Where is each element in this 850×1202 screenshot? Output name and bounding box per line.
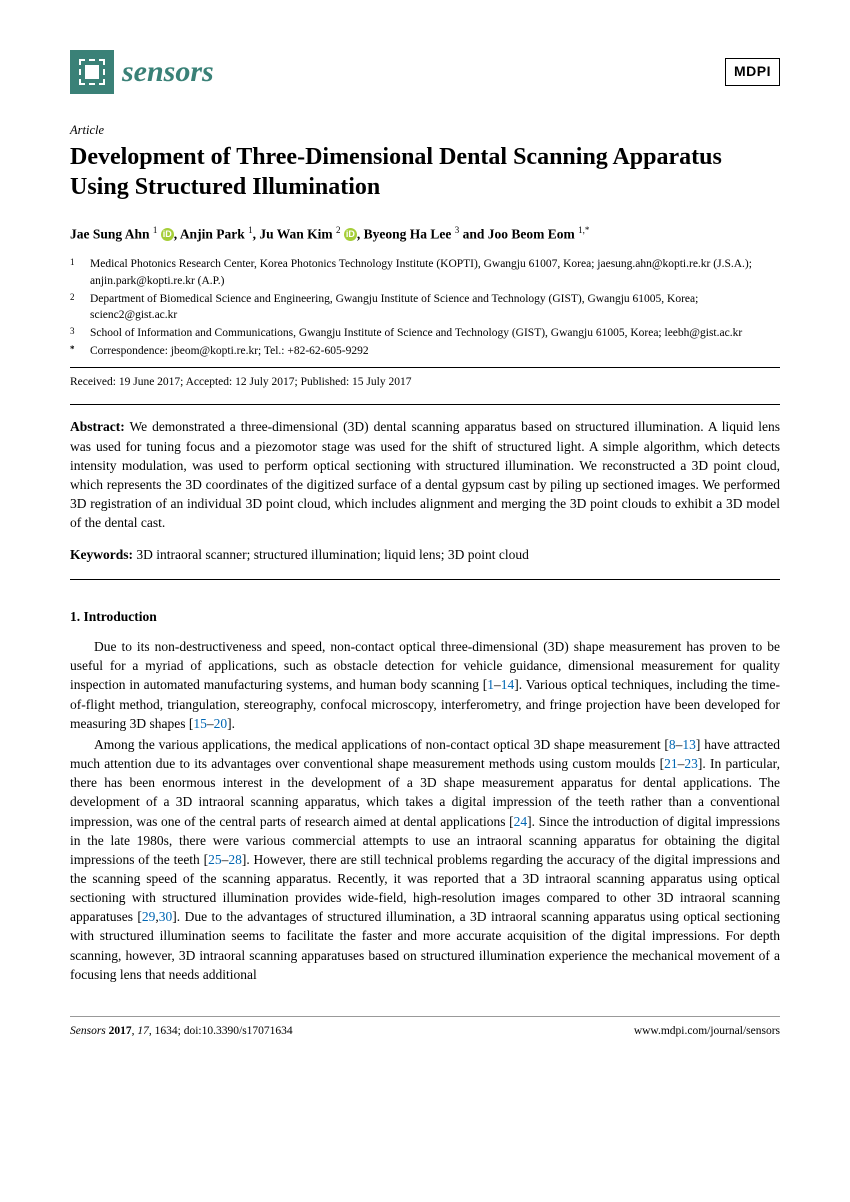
article-type: Article bbox=[70, 122, 780, 140]
footer-citation: Sensors 2017, 17, 1634; doi:10.3390/s170… bbox=[70, 1023, 293, 1039]
page: sensors MDPI Article Development of Thre… bbox=[0, 0, 850, 1079]
affiliations: 1 Medical Photonics Research Center, Kor… bbox=[70, 256, 780, 359]
abstract-label: Abstract: bbox=[70, 419, 125, 434]
citation-link[interactable]: 21 bbox=[664, 756, 678, 771]
citation-link[interactable]: 20 bbox=[214, 716, 228, 731]
orcid-icon[interactable]: iD bbox=[344, 228, 357, 241]
citation-link[interactable]: 24 bbox=[514, 814, 528, 829]
affiliation: 2 Department of Biomedical Science and E… bbox=[70, 291, 780, 324]
citation-link[interactable]: 23 bbox=[684, 756, 698, 771]
journal-name: sensors bbox=[122, 51, 214, 93]
citation-link[interactable]: 25 bbox=[208, 852, 222, 867]
journal-logo: sensors bbox=[70, 50, 214, 94]
divider bbox=[70, 579, 780, 580]
orcid-icon[interactable]: iD bbox=[161, 228, 174, 241]
paragraph: Among the various applications, the medi… bbox=[70, 735, 780, 984]
keywords: Keywords: 3D intraoral scanner; structur… bbox=[70, 546, 780, 565]
author: Joo Beom Eom bbox=[488, 226, 575, 241]
citation-link[interactable]: 8 bbox=[669, 737, 676, 752]
citation-link[interactable]: 14 bbox=[501, 677, 515, 692]
page-footer: Sensors 2017, 17, 1634; doi:10.3390/s170… bbox=[70, 1016, 780, 1039]
paragraph: Due to its non-destructiveness and speed… bbox=[70, 637, 780, 733]
abstract: Abstract: We demonstrated a three-dimens… bbox=[70, 404, 780, 532]
publication-dates: Received: 19 June 2017; Accepted: 12 Jul… bbox=[70, 367, 780, 390]
citation-link[interactable]: 15 bbox=[193, 716, 207, 731]
header: sensors MDPI bbox=[70, 50, 780, 94]
author: Ju Wan Kim bbox=[259, 226, 332, 241]
citation-link[interactable]: 13 bbox=[682, 737, 696, 752]
article-title: Development of Three-Dimensional Dental … bbox=[70, 142, 780, 202]
footer-url[interactable]: www.mdpi.com/journal/sensors bbox=[634, 1023, 780, 1039]
authors-line: Jae Sung Ahn 1 iD, Anjin Park 1, Ju Wan … bbox=[70, 224, 780, 245]
affiliation: 3 School of Information and Communicatio… bbox=[70, 325, 780, 342]
citation-link[interactable]: 28 bbox=[228, 852, 242, 867]
citation-link[interactable]: 30 bbox=[159, 909, 173, 924]
publisher-logo: MDPI bbox=[725, 58, 780, 86]
author: Jae Sung Ahn bbox=[70, 226, 150, 241]
section-heading: 1. Introduction bbox=[70, 608, 780, 627]
sensors-chip-icon bbox=[70, 50, 114, 94]
affiliation: 1 Medical Photonics Research Center, Kor… bbox=[70, 256, 780, 289]
citation-link[interactable]: 29 bbox=[142, 909, 156, 924]
correspondence: * Correspondence: jbeom@kopti.re.kr; Tel… bbox=[70, 343, 780, 360]
abstract-text: We demonstrated a three-dimensional (3D)… bbox=[70, 419, 780, 530]
author: Anjin Park bbox=[180, 226, 245, 241]
keywords-text: 3D intraoral scanner; structured illumin… bbox=[136, 547, 529, 562]
author: Byeong Ha Lee bbox=[364, 226, 452, 241]
keywords-label: Keywords: bbox=[70, 547, 133, 562]
